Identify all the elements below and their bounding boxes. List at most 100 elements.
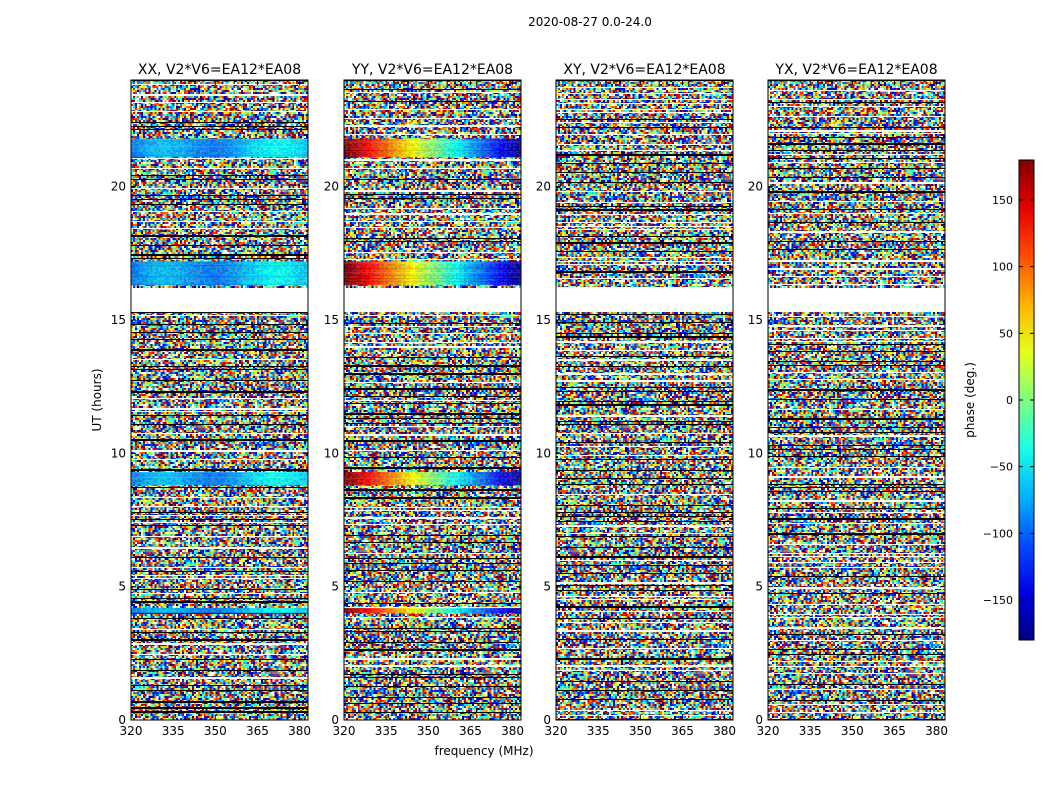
coherent-band-cell	[348, 608, 354, 614]
flag-line	[556, 191, 733, 192]
flag-line	[344, 510, 521, 511]
coherent-band-cell	[485, 472, 491, 486]
coherent-band-cell	[290, 608, 296, 614]
coherent-band-cell	[419, 472, 425, 486]
coherent-band-cell	[503, 472, 509, 486]
coherent-band-cell	[383, 608, 389, 614]
flag-line	[344, 563, 521, 564]
flag-line	[344, 373, 521, 375]
flag-line	[556, 459, 733, 460]
flag-line	[768, 604, 945, 605]
flag-line	[768, 338, 945, 339]
flag-line	[344, 221, 521, 222]
coherent-band-cell	[250, 608, 256, 614]
flag-line	[344, 703, 521, 704]
flag-line	[131, 228, 308, 229]
flag-line	[131, 525, 308, 526]
coherent-band-cell	[401, 138, 407, 158]
coherent-band-cell	[494, 472, 500, 486]
coherent-band-cell	[467, 261, 473, 286]
coherent-band-cell	[303, 472, 309, 486]
coherent-band-cell	[397, 472, 403, 486]
coherent-band-cell	[135, 261, 141, 286]
coherent-band-cell	[215, 472, 220, 486]
coherent-band-cell	[290, 261, 296, 286]
flag-line	[344, 252, 521, 253]
flag-line	[768, 562, 945, 563]
coherent-band-cell	[450, 472, 456, 486]
coherent-band-cell	[498, 608, 504, 614]
coherent-band-cell	[392, 472, 398, 486]
coherent-band-cell	[503, 261, 509, 286]
y-tick-label: 15	[536, 313, 551, 327]
coherent-band-cell	[441, 138, 447, 158]
flag-line	[768, 445, 945, 446]
coherent-band-cell	[357, 608, 363, 614]
flag-line	[556, 630, 733, 632]
coherent-band-cell	[206, 138, 212, 158]
coherent-band-cell	[454, 261, 460, 286]
flag-line	[556, 582, 733, 584]
y-tick-label: 20	[324, 180, 339, 194]
coherent-band-cell	[223, 472, 229, 486]
flag-line	[768, 684, 945, 685]
coherent-band-cell	[263, 608, 269, 614]
flag-line	[131, 211, 308, 212]
colorbar-tick-label: 100	[992, 261, 1013, 274]
flag-line	[556, 415, 733, 417]
flag-line	[768, 627, 945, 629]
flag-line	[768, 341, 945, 342]
flag-line	[556, 236, 733, 237]
flag-line	[344, 382, 521, 383]
coherent-band-cell	[228, 138, 234, 158]
flag-line	[344, 423, 521, 424]
flag-line	[131, 512, 308, 513]
y-tick-label: 0	[543, 713, 551, 727]
panel: XX, V2*V6=EA12*EA08 320 335 350 365 380 0 5 10 15…	[111, 62, 311, 738]
coherent-band-cell	[188, 138, 194, 158]
coherent-band-cell	[175, 261, 181, 286]
flag-line	[344, 241, 521, 242]
flag-line	[556, 533, 733, 534]
flag-line	[344, 238, 521, 239]
flag-line	[556, 560, 733, 561]
flag-line	[768, 249, 945, 250]
coherent-band-cell	[215, 261, 220, 286]
coherent-band-cell	[388, 608, 394, 614]
coherent-band-cell	[201, 472, 207, 486]
flag-line	[344, 418, 521, 419]
flag-line	[131, 195, 308, 196]
coherent-band-cell	[232, 138, 238, 158]
flag-line	[768, 276, 945, 277]
coherent-band-cell	[135, 472, 141, 486]
coherent-band-cell	[184, 608, 190, 614]
flag-line	[768, 712, 945, 713]
flag-line	[556, 404, 733, 406]
flag-line	[344, 198, 521, 199]
flag-line	[556, 521, 733, 522]
flag-line	[556, 222, 733, 223]
flag-line	[344, 118, 521, 119]
coherent-band-cell	[241, 138, 247, 158]
coherent-band-cell	[352, 608, 358, 614]
flag-line	[556, 565, 733, 566]
flag-line	[556, 585, 733, 586]
x-tick-label: 350	[417, 724, 440, 738]
coherent-band-cell	[414, 608, 420, 614]
flag-line	[344, 628, 521, 629]
flag-line	[131, 339, 308, 340]
flag-line	[768, 634, 945, 635]
flag-line	[768, 666, 945, 667]
coherent-band-cell	[272, 261, 278, 286]
coherent-band-cell	[379, 261, 385, 286]
coherent-band-cell	[259, 608, 265, 614]
coherent-band-cell	[153, 261, 159, 286]
coherent-band-cell	[388, 261, 394, 286]
flag-line	[768, 476, 945, 478]
flag-line	[556, 606, 733, 608]
panel-frame	[130, 79, 309, 721]
flag-line	[768, 344, 945, 345]
x-tick-label: 350	[629, 724, 652, 738]
flag-line	[556, 505, 733, 506]
